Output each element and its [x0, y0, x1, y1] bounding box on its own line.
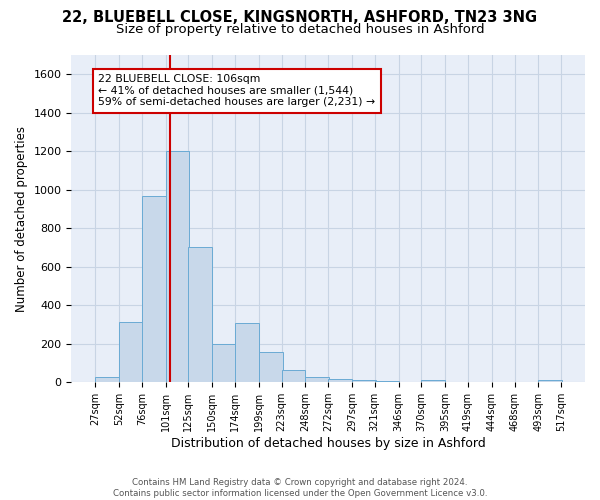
Bar — [166, 151, 190, 382]
Bar — [305, 378, 329, 382]
Text: 22 BLUEBELL CLOSE: 106sqm
← 41% of detached houses are smaller (1,544)
59% of se: 22 BLUEBELL CLOSE: 106sqm ← 41% of detac… — [98, 74, 375, 108]
Text: Contains HM Land Registry data © Crown copyright and database right 2024.
Contai: Contains HM Land Registry data © Crown c… — [113, 478, 487, 498]
Bar — [259, 352, 283, 382]
X-axis label: Distribution of detached houses by size in Ashford: Distribution of detached houses by size … — [171, 437, 485, 450]
Bar — [95, 378, 119, 382]
Text: 22, BLUEBELL CLOSE, KINGSNORTH, ASHFORD, TN23 3NG: 22, BLUEBELL CLOSE, KINGSNORTH, ASHFORD,… — [62, 10, 538, 25]
Bar — [212, 344, 236, 382]
Bar — [119, 322, 143, 382]
Bar — [281, 370, 305, 382]
Bar — [142, 196, 166, 382]
Bar — [235, 322, 259, 382]
Bar — [352, 380, 376, 382]
Text: Size of property relative to detached houses in Ashford: Size of property relative to detached ho… — [116, 22, 484, 36]
Bar — [188, 248, 212, 382]
Bar — [328, 380, 352, 382]
Bar — [421, 380, 445, 382]
Bar — [538, 380, 562, 382]
Y-axis label: Number of detached properties: Number of detached properties — [15, 126, 28, 312]
